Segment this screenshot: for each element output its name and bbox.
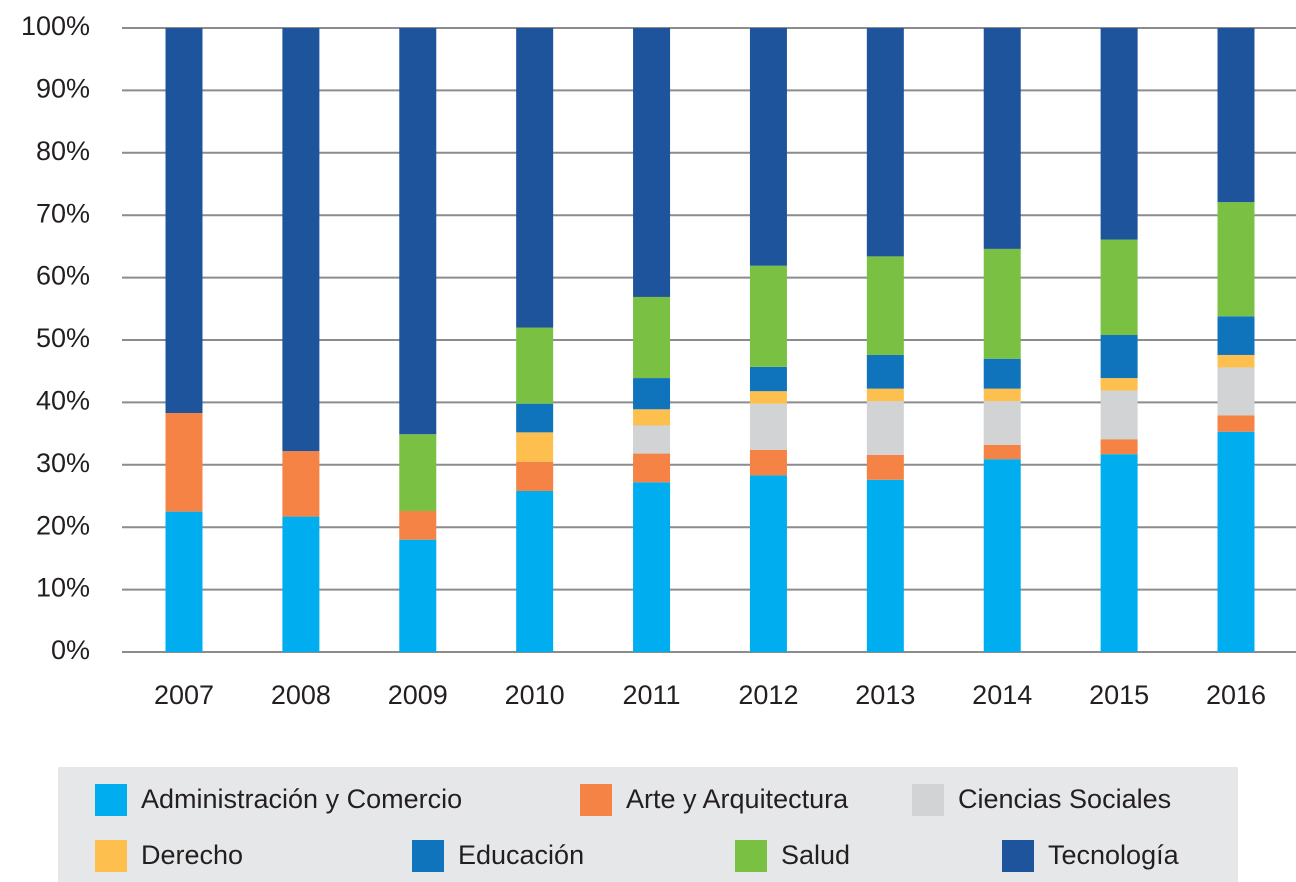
x-tick-label: 2011 [623,680,681,710]
bar-segment [866,28,904,257]
y-tick-label: 0% [51,635,90,665]
bar-segment [1100,390,1138,440]
bar-segment [1100,239,1138,336]
bar-segment [1217,354,1255,368]
legend-swatch [412,840,444,872]
bar-segment [399,510,437,540]
bar-segment [749,403,787,450]
bar-segment [1217,367,1255,416]
bar-segment [983,358,1021,389]
legend-swatch [580,784,612,816]
legend-swatch [912,784,944,816]
bar-segment [749,449,787,476]
y-tick-label: 50% [36,323,90,353]
legend-label: Educación [458,840,584,870]
bar-segment [1217,431,1255,652]
legend-swatch [95,840,127,872]
x-tick-label: 2016 [1206,680,1266,710]
y-tick-label: 100% [21,11,90,41]
legend-swatch [1002,840,1034,872]
x-tick-label: 2009 [388,680,448,710]
legend-label: Ciencias Sociales [958,784,1171,814]
y-tick-label: 30% [36,448,90,478]
bar-segment [866,256,904,355]
bar-segment [749,391,787,404]
x-tick-label: 2008 [271,680,331,710]
bar-segment [983,459,1021,652]
bar-segment [1217,316,1255,355]
y-tick-label: 90% [36,74,90,104]
bar-segment [983,444,1021,460]
bar-segment [633,453,671,483]
bar-segment [1100,378,1138,391]
legend-label: Derecho [141,840,243,870]
bar-segment [866,354,904,389]
legend-label: Arte y Arquitectura [626,784,849,814]
bar-segment [399,539,437,652]
bar-segment [516,28,554,328]
bar-segment [516,327,554,404]
x-tick-label: 2013 [855,680,915,710]
bar-segment [749,475,787,652]
bar-segment [1217,28,1255,203]
bar-segment [399,28,437,435]
legend-label: Salud [781,840,850,870]
legend-swatch [95,784,127,816]
bar-segment [1100,335,1138,379]
bar-segment [633,482,671,652]
bar-segment [633,28,671,297]
bar-segment [516,432,554,462]
bar-segment [749,366,787,392]
bar-segment [749,28,787,266]
bar-segment [983,388,1021,402]
bar-segment [282,516,320,652]
bar-segment [282,451,320,517]
y-tick-label: 20% [36,510,90,540]
bar-segment [1217,202,1255,317]
legend-background [58,767,1238,882]
bar-segment [633,378,671,410]
bar-segment [1100,439,1138,455]
x-tick-label: 2010 [505,680,565,710]
x-tick-label: 2007 [154,680,214,710]
y-tick-label: 80% [36,136,90,166]
bar-segment [749,265,787,367]
bar-segment [866,479,904,652]
y-tick-label: 40% [36,386,90,416]
x-tick-label: 2014 [972,680,1032,710]
bar-segment [1217,415,1255,432]
bar-segment [282,28,320,452]
bar-segment [516,491,554,652]
bar-segment [866,401,904,455]
bar-segment [516,403,554,433]
bar-segment [165,511,203,652]
bar-segment [1100,454,1138,652]
legend-label: Administración y Comercio [141,784,462,814]
x-tick-label: 2012 [738,680,798,710]
bar-segment [633,296,671,379]
y-tick-label: 60% [36,261,90,291]
bar-segment [399,434,437,511]
bar-segment [1100,28,1138,240]
x-tick-label: 2015 [1089,680,1149,710]
bar-segment [983,401,1021,445]
bar-segment [983,28,1021,249]
bar-segment [983,248,1021,359]
legend-swatch [735,840,767,872]
y-tick-label: 70% [36,198,90,228]
bar-segment [633,409,671,426]
bar-segment [516,461,554,492]
bar-segment [633,425,671,454]
bar-segment [866,388,904,402]
bar-segment [165,28,203,414]
bar-segment [165,413,203,512]
bar-segment [866,454,904,480]
legend-label: Tecnología [1048,840,1180,870]
y-tick-label: 10% [36,573,90,603]
